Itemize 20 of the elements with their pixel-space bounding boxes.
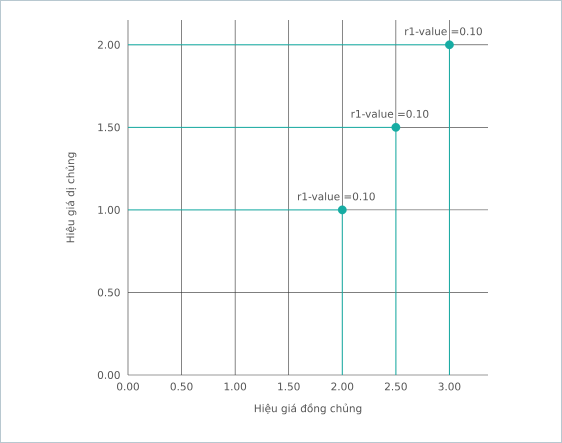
y-tick-label: 0.00 bbox=[98, 371, 120, 379]
y-axis-title: Hiệu giá dị chủng bbox=[66, 152, 76, 242]
point bbox=[338, 205, 347, 214]
x-axis-title: Hiệu giá đồng chủng bbox=[254, 403, 362, 414]
point bbox=[445, 40, 454, 50]
annotation: r1-value =0.10 bbox=[405, 27, 482, 36]
y-tick-label: 2.00 bbox=[98, 40, 120, 49]
annotation: r1-value =0.10 bbox=[352, 110, 428, 118]
x-tick-label: 2.50 bbox=[384, 382, 407, 390]
x-tick-label: 0.50 bbox=[170, 382, 193, 390]
point bbox=[391, 122, 400, 132]
x-tick-label: 1.50 bbox=[278, 382, 300, 390]
x-tick-label: 1.00 bbox=[224, 382, 246, 390]
x-tick-label: 3.00 bbox=[438, 382, 460, 390]
y-tick-label: 1.50 bbox=[98, 123, 120, 132]
y-tick-label: 0.50 bbox=[98, 288, 120, 296]
annotation: r1-value =0.10 bbox=[298, 192, 375, 200]
x-tick-label: 2.00 bbox=[331, 382, 354, 390]
x-tick-label: 0.00 bbox=[117, 382, 139, 390]
y-tick-label: 1.00 bbox=[98, 206, 120, 214]
